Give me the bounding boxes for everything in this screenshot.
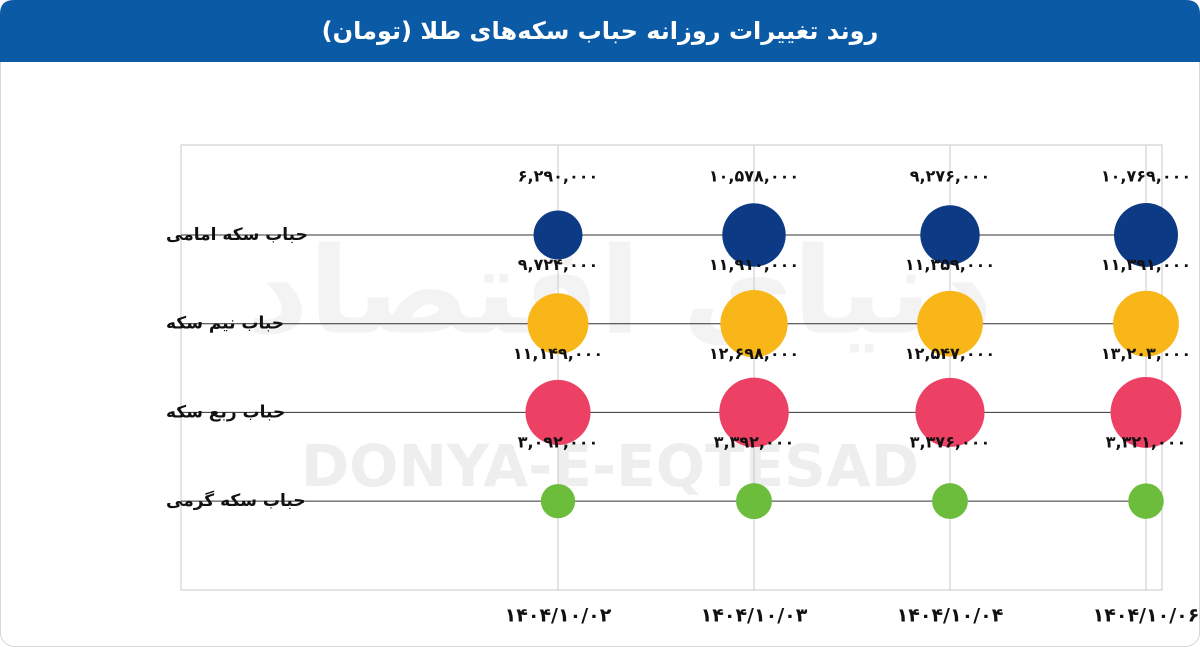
data-label: ۹,۲۷۶,۰۰۰: [910, 167, 991, 186]
bubble: [932, 483, 968, 520]
data-label: ۳,۳۹۲,۰۰۰: [714, 433, 795, 452]
y-tick-label: حباب نیم سکه: [166, 314, 284, 334]
bubble: [917, 290, 983, 357]
y-tick-label: حباب سکه گرمی: [166, 490, 306, 511]
data-label: ۱۲,۶۹۸,۰۰۰: [709, 344, 799, 363]
bubble: [1128, 483, 1164, 519]
bubble: [920, 205, 980, 265]
x-tick-label: ۱۴۰۴/۱۰/۰۴: [897, 605, 1004, 627]
bubble: [915, 377, 985, 447]
bubble: [525, 379, 591, 445]
bubble: [1114, 203, 1178, 267]
header-bar: [0, 0, 1200, 62]
y-tick-label: حباب سکه امامی: [166, 225, 308, 245]
data-label: ۳,۰۹۲,۰۰۰: [518, 433, 599, 452]
x-tick-label: ۱۴۰۴/۱۰/۰۳: [701, 605, 808, 627]
bubble: [1113, 290, 1179, 357]
data-label: ۱۰,۷۶۹,۰۰۰: [1101, 167, 1191, 186]
bubble: [722, 203, 786, 267]
bubble: [720, 290, 788, 358]
data-label: ۱۱,۳۵۹,۰۰۰: [905, 255, 995, 274]
data-label: ۱۱,۹۱۰,۰۰۰: [709, 255, 799, 274]
bubble: [540, 483, 576, 519]
chart-title: روند تغییرات روزانه حباب سکه‌های طلا (تو…: [322, 17, 879, 45]
bubble: [1110, 376, 1182, 448]
x-tick-label: ۱۴۰۴/۱۰/۰۲: [505, 605, 612, 627]
data-label: ۱۱,۱۴۹,۰۰۰: [513, 344, 603, 363]
watermark-fa: دنیای اقتصاد: [247, 223, 993, 362]
data-label: ۱۰,۵۷۸,۰۰۰: [709, 167, 799, 186]
data-label: ۱۲,۵۴۷,۰۰۰: [905, 344, 995, 363]
x-tick-label: ۱۴۰۴/۱۰/۰۶: [1093, 605, 1200, 627]
data-label: ۱۳,۲۰۳,۰۰۰: [1101, 344, 1191, 363]
bubble: [533, 210, 583, 260]
data-label: ۱۱,۳۹۱,۰۰۰: [1101, 255, 1191, 274]
data-label: ۹,۷۲۴,۰۰۰: [518, 255, 599, 274]
bubble: [736, 483, 772, 520]
data-label: ۶,۲۹۰,۰۰۰: [518, 167, 599, 186]
watermark: DONYA-E-EQTESAD: [301, 432, 919, 500]
data-label: ۳,۳۷۶,۰۰۰: [910, 433, 991, 452]
bubble: [719, 377, 789, 448]
bubble: [527, 293, 589, 355]
data-label: ۳,۳۲۱,۰۰۰: [1106, 433, 1187, 452]
y-tick-label: حباب ربع سکه: [166, 402, 285, 422]
plot-frame: [180, 144, 1163, 591]
